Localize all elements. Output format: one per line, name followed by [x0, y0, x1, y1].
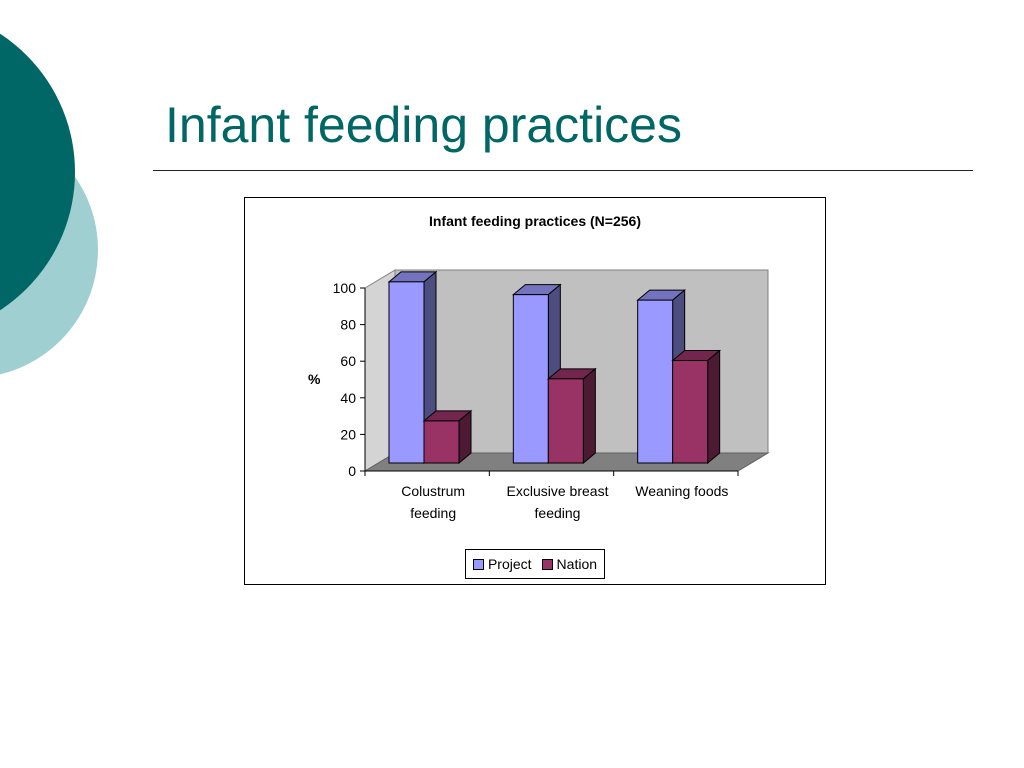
y-tick-label: 0	[348, 463, 356, 479]
x-tick-label: Weaning foods	[617, 480, 747, 502]
x-tick-label-line: feeding	[410, 505, 457, 521]
bar	[547, 378, 584, 464]
bar	[388, 281, 425, 464]
y-axis-label: %	[308, 371, 321, 387]
decorative-circles	[0, 33, 98, 375]
x-tick-label: Colustrum feeding	[368, 480, 498, 524]
bar	[637, 299, 674, 464]
bar	[672, 360, 709, 464]
chart-canvas: 0 20 40 60 80 100	[333, 269, 770, 479]
chart-frame: 0 20 40 60 80 100 Infant feeding practices (N…	[244, 197, 826, 585]
bar-side	[707, 349, 721, 465]
y-tick-label: 80	[340, 317, 356, 333]
x-tick-label-line: Weaning foods	[635, 483, 729, 499]
bar	[423, 420, 460, 464]
bar-side	[582, 367, 596, 465]
y-tick-label: 20	[340, 426, 356, 442]
chart-title: Infant feeding practices (N=256)	[428, 213, 641, 229]
x-tick-label: Exclusive breast feeding	[493, 480, 623, 524]
y-tick-label: 40	[340, 390, 356, 406]
decorative-circle-dark	[0, 33, 75, 311]
x-tick-label-line: feeding	[534, 505, 581, 521]
legend-swatch	[472, 558, 484, 570]
bar	[512, 294, 549, 464]
x-tick-label-line: Colustrum	[401, 483, 466, 499]
legend-swatch	[541, 558, 553, 570]
legend-label: Nation	[556, 556, 598, 572]
chart-legend: Project Nation	[465, 549, 605, 579]
legend-label: Project	[487, 556, 532, 572]
y-tick-label: 60	[340, 353, 356, 369]
title-divider	[153, 170, 973, 171]
legend-entry: Nation	[541, 556, 598, 572]
x-tick-label-line: Exclusive breast	[506, 483, 609, 499]
slide-title: Infant feeding practices	[165, 97, 682, 153]
y-tick-label: 100	[333, 280, 357, 296]
legend-entry: Project	[472, 556, 532, 572]
